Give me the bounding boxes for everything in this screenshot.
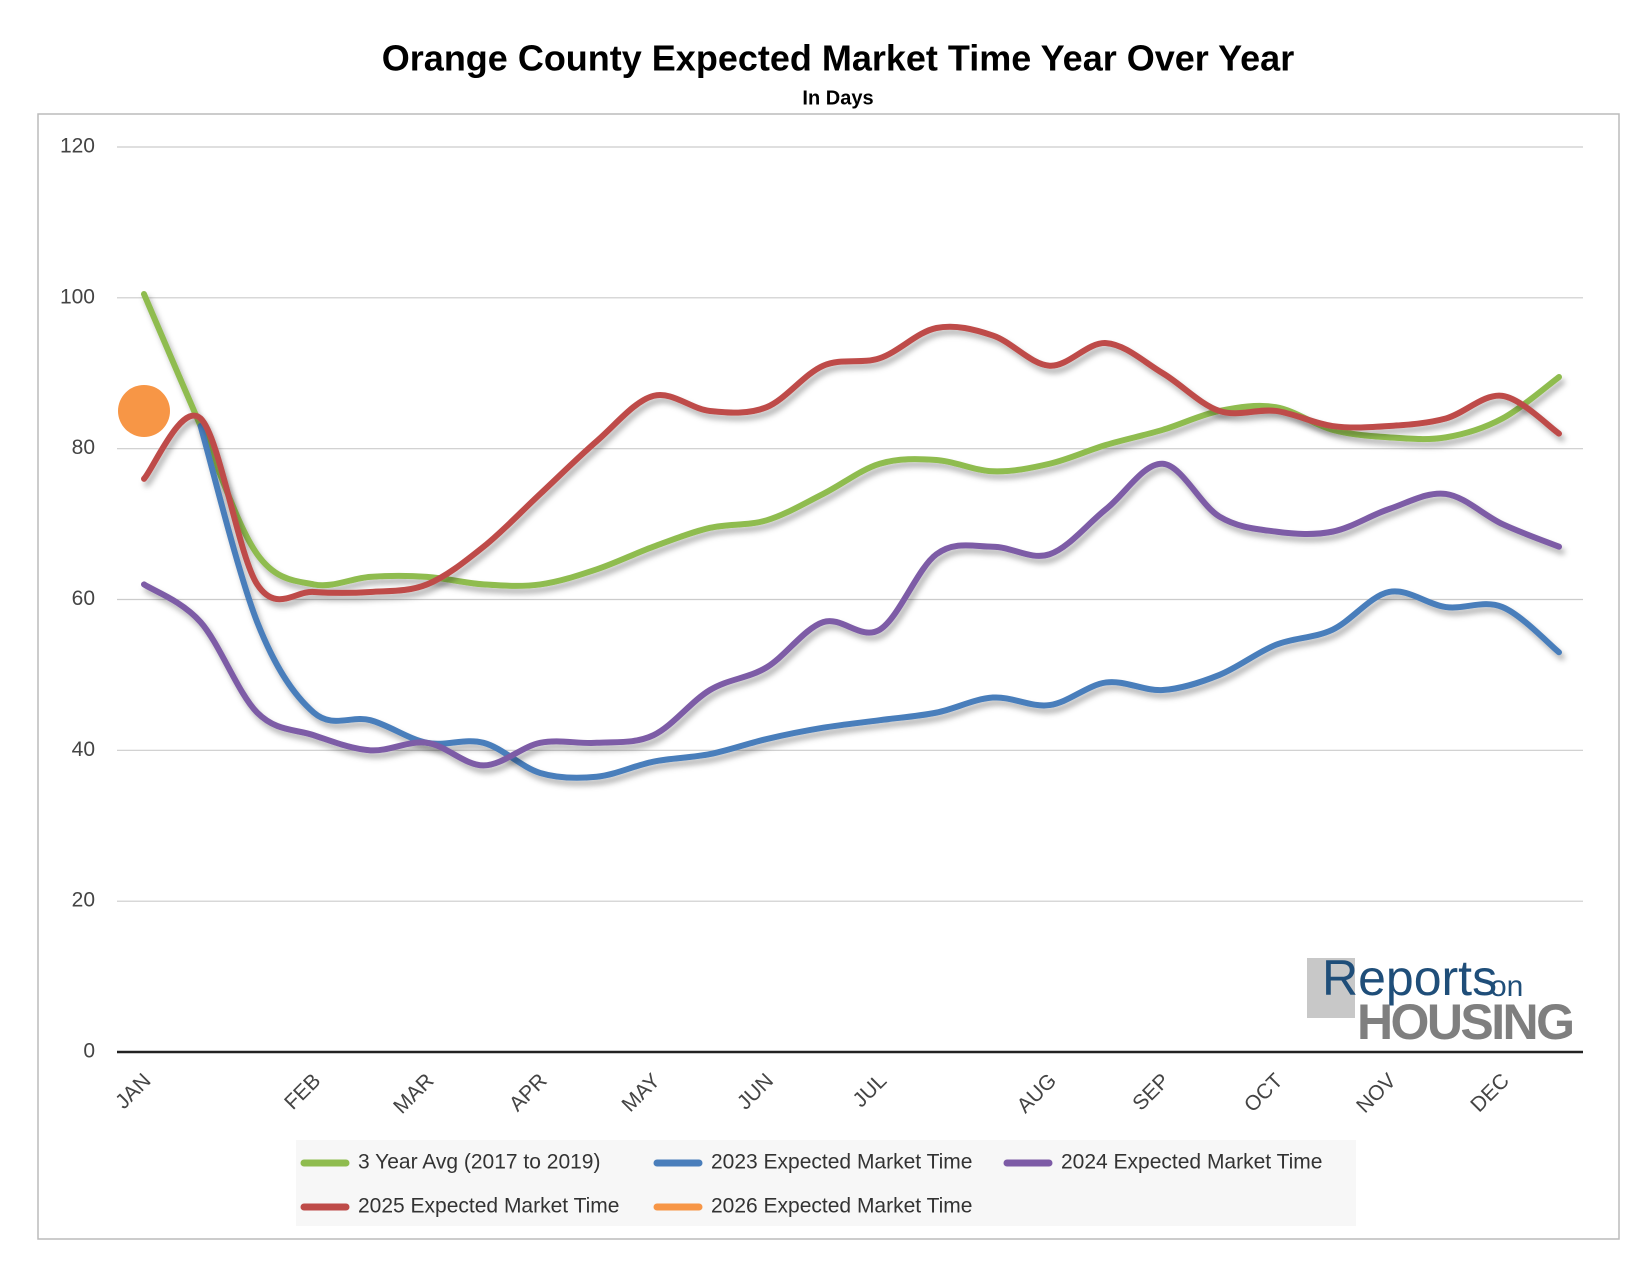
point: [118, 384, 170, 437]
legend-label: 2023 Expected Market Time: [711, 1151, 972, 1174]
y-tick-label: 120: [60, 135, 95, 158]
legend-label: 3 Year Avg (2017 to 2019): [358, 1151, 600, 1174]
chart-title: Orange County Expected Market Time Year …: [382, 38, 1294, 79]
y-tick-label: 80: [72, 436, 95, 459]
logo: Reports on HOUSING: [1307, 950, 1575, 1050]
y-tick-label: 40: [72, 738, 95, 761]
chart-subtitle: In Days: [802, 87, 873, 109]
legend-label: 2026 Expected Market Time: [711, 1195, 972, 1218]
logo-shape: [1307, 958, 1355, 1018]
series-line: [197, 423, 1562, 781]
y-tick-label: 60: [72, 587, 95, 610]
y-tick-label: 100: [60, 285, 95, 308]
series-line: [141, 460, 1562, 769]
series-line: [141, 323, 1562, 603]
y-tick-label: 20: [72, 889, 95, 912]
y-tick-label: 0: [83, 1040, 95, 1063]
logo-text: Reports: [1322, 950, 1497, 1006]
legend-label: 2025 Expected Market Time: [358, 1195, 619, 1218]
legend-label: 2024 Expected Market Time: [1061, 1151, 1322, 1174]
legend-box: [296, 1140, 1356, 1226]
frame: [37, 113, 1620, 1240]
logo-text: on: [1490, 970, 1523, 1003]
logo-text: HOUSING: [1357, 994, 1575, 1050]
